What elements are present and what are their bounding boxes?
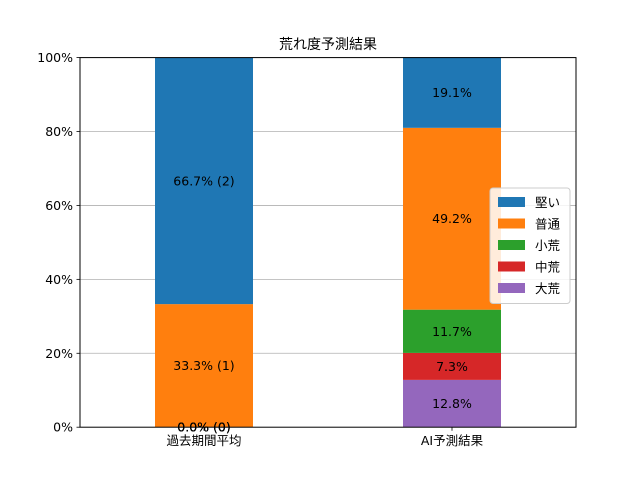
y-tick-label: 60%: [45, 198, 73, 213]
bar-segment: [403, 57, 501, 128]
x-tick-label: AI予測結果: [421, 433, 484, 448]
legend-label: 普通: [535, 217, 561, 232]
y-tick-label: 0%: [53, 420, 73, 435]
data-label: 11.7%: [432, 324, 472, 339]
x-tick-label: 過去期間平均: [166, 433, 241, 448]
data-label: 19.1%: [432, 85, 472, 100]
bar-segment: [403, 309, 501, 353]
legend-box: [489, 187, 571, 304]
y-tick-label: 80%: [45, 124, 73, 139]
axes: 0% 20% 40% 60% 80% 100% 過去期間平均 AI予測結果: [37, 50, 483, 448]
plot-frame: [79, 57, 577, 428]
data-label: 7.3%: [436, 359, 468, 374]
data-label: 12.8%: [432, 396, 472, 411]
y-tick-label: 20%: [45, 346, 73, 361]
data-label: 66.7% (2): [173, 173, 234, 188]
bar-segment: [155, 57, 253, 305]
legend-label: 大荒: [535, 281, 560, 296]
legend-label: 堅い: [535, 195, 560, 210]
legend-label: 中荒: [535, 260, 560, 275]
data-label: 49.2%: [432, 211, 472, 226]
legend-swatch: [498, 197, 525, 207]
bar-segment: [403, 352, 501, 380]
y-tick-label: 100%: [37, 50, 73, 65]
legend-swatch: [498, 261, 525, 272]
data-label: 33.3% (1): [173, 358, 234, 373]
bar-segment: [155, 304, 253, 428]
bar-segment: [403, 379, 501, 428]
legend-label: 小荒: [535, 238, 560, 253]
legend-swatch: [498, 240, 525, 250]
chart-title: 荒れ度予測結果: [279, 37, 377, 53]
bars: [155, 57, 501, 428]
bar-segment: [403, 127, 501, 310]
legend-swatch: [498, 218, 525, 229]
legend-swatch: [498, 283, 525, 293]
y-tick-label: 40%: [45, 272, 73, 287]
